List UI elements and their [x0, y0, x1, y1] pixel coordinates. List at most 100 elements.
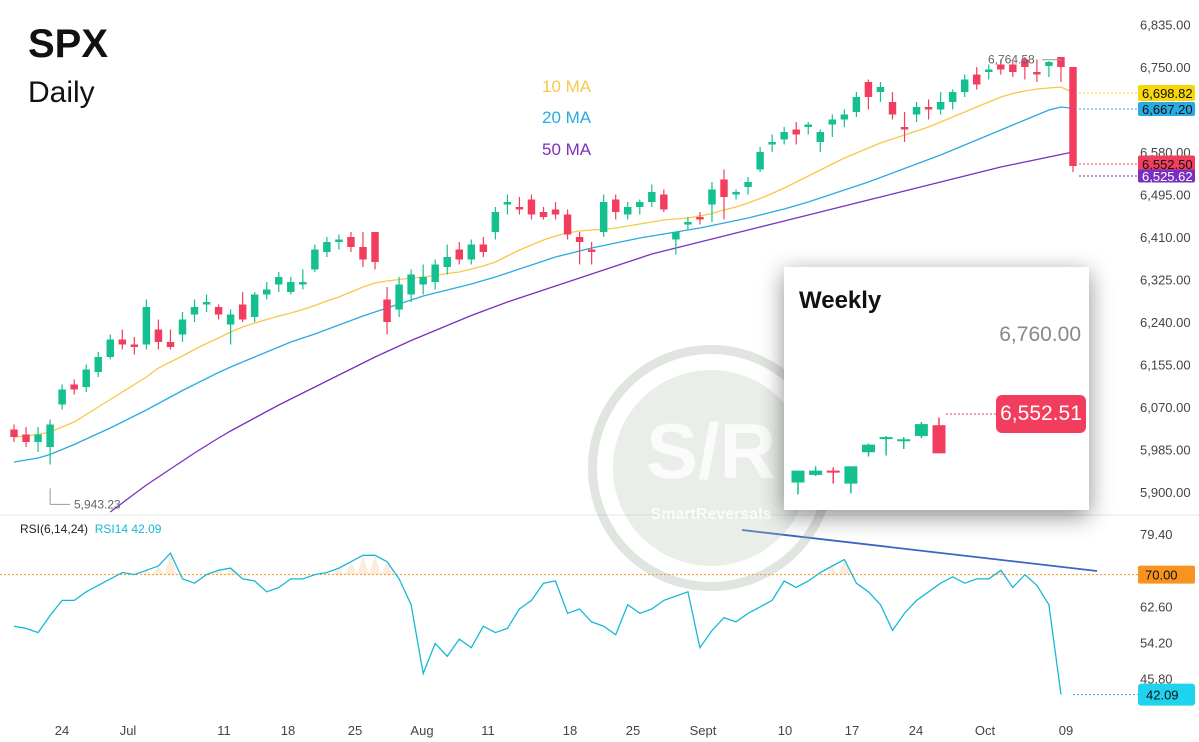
candle-body [960, 79, 969, 92]
price-tag-label: 6,552.50 [1142, 157, 1193, 172]
candle-body [684, 222, 692, 225]
candle-body [551, 209, 560, 215]
x-tick-label: Oct [975, 723, 996, 738]
candle-body [1057, 57, 1065, 67]
low-annotation: 5,943.23 [74, 497, 121, 511]
candle-body [792, 129, 800, 135]
candle-body [888, 102, 897, 115]
candle-body [1033, 72, 1041, 75]
price-tag [1138, 85, 1195, 101]
smartreversals-watermark: S/R SmartReversals [588, 345, 834, 591]
y-tick-label: 6,070.00 [1140, 400, 1191, 415]
rsi-70-tag-label: 70.00 [1145, 568, 1178, 583]
candle-body [443, 257, 451, 267]
candle-body [804, 124, 812, 127]
candle-body [708, 189, 716, 205]
candle-body [94, 357, 102, 372]
candle-body [371, 232, 379, 262]
weekly-candles [791, 413, 996, 495]
candle-body [395, 284, 403, 310]
candle-body [1045, 62, 1053, 66]
candle-body [22, 434, 30, 442]
candle-body [816, 132, 825, 142]
x-tick-label: 25 [348, 723, 362, 738]
candle-body [214, 307, 223, 315]
candle-body [34, 434, 42, 442]
candle-body [972, 74, 981, 85]
candle-body [611, 199, 620, 212]
candle-body [636, 202, 644, 207]
candle-body [515, 207, 524, 210]
candle-body [852, 97, 861, 112]
candle-body [130, 344, 139, 347]
candle-body [648, 192, 656, 202]
candle-body [299, 282, 307, 285]
chart-timeframe: Daily [28, 76, 95, 109]
candle-body [599, 202, 608, 232]
candle-body [768, 142, 776, 145]
weekly-candle-body [914, 424, 928, 437]
candle-body [407, 274, 415, 295]
candle-body [997, 64, 1005, 70]
candle-body [431, 264, 439, 282]
candle-body [166, 342, 175, 347]
candle-body [419, 277, 427, 285]
price-tag [1138, 169, 1195, 183]
weekly-candle-body [932, 425, 946, 454]
candle-body [1021, 59, 1029, 67]
candle-body [335, 239, 343, 242]
price-tag-label: 6,698.82 [1142, 86, 1193, 101]
watermark-disc [613, 370, 809, 566]
candle-body [912, 107, 921, 115]
candle-body [732, 192, 740, 195]
y-tick-label: 6,835.00 [1140, 18, 1191, 33]
rsi-y-tick-label: 79.40 [1140, 527, 1173, 542]
weekly-close-tag: 6,552.51 [996, 395, 1086, 433]
rsi-params: RSI(6,14,24) [20, 522, 89, 536]
candle-body [238, 304, 247, 320]
rsi-line [13, 551, 1062, 695]
weekly-high-label: 6,760.00 [999, 323, 1081, 346]
rsi-current-tag [1138, 683, 1195, 706]
candle-body [744, 182, 752, 187]
candle-body [503, 202, 512, 205]
rsi-70-tag [1138, 565, 1195, 584]
candle-body [864, 82, 873, 97]
candle-body [696, 217, 704, 220]
ma10-line [13, 86, 1074, 438]
x-tick-label: Jul [120, 723, 137, 738]
candle-body [936, 102, 945, 110]
rsi-current-tag-label: 42.09 [1146, 688, 1179, 703]
price-tag-label: 6,667.20 [1142, 102, 1193, 117]
candle-body [190, 307, 199, 315]
candle-body [275, 277, 283, 285]
weekly-candle-body [897, 439, 911, 442]
candle-body [287, 282, 295, 292]
candle-body [383, 299, 391, 322]
x-tick-label: Aug [410, 723, 433, 738]
candle-body [1069, 67, 1077, 166]
daily-candles: 6,764.58 5,943.23 [10, 53, 1077, 511]
candle-body [479, 244, 488, 252]
candle-body [455, 249, 463, 260]
candle-body [154, 329, 163, 342]
candle-body [624, 207, 632, 215]
candle-body [539, 212, 548, 217]
candle-body [1009, 64, 1017, 72]
candle-body [106, 339, 115, 357]
y-tick-label: 6,750.00 [1140, 60, 1191, 75]
candle-body [118, 339, 127, 345]
candle-body [575, 237, 584, 242]
rsi-y-tick-label: 62.60 [1140, 599, 1173, 614]
candle-body [46, 424, 54, 447]
rsi-overbought-fill [116, 553, 1007, 575]
candle-body [70, 384, 78, 390]
candle-body [178, 319, 187, 335]
x-tick-label: 24 [909, 723, 923, 738]
x-tick-label: 25 [626, 723, 640, 738]
x-tick-label: 11 [481, 723, 495, 738]
x-tick-label: 18 [281, 723, 295, 738]
candle-body [563, 214, 572, 235]
candle-body [359, 247, 367, 260]
y-tick-label: 6,410.00 [1140, 230, 1191, 245]
